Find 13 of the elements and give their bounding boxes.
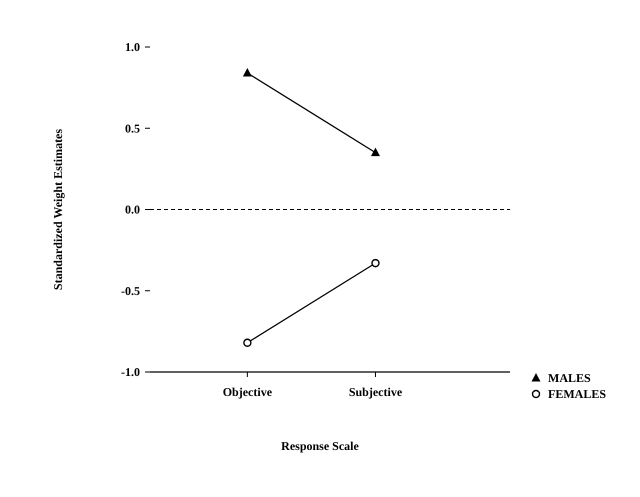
x-tick-label: Subjective <box>348 385 403 399</box>
y-tick-label: -1.0 <box>121 365 140 380</box>
y-tick-label: 0.0 <box>125 202 140 217</box>
point <box>371 258 380 268</box>
legend-label: FEMALES <box>548 387 606 402</box>
y-tick-label: -0.5 <box>121 284 140 298</box>
legend-label: MALES <box>548 371 591 386</box>
x-tick-label: Objective <box>222 385 273 399</box>
y-tick-label: 0.5 <box>125 121 140 136</box>
x-axis-title: Response Scale <box>281 439 360 453</box>
y-tick-label: 1.0 <box>125 40 140 54</box>
y-axis-title: Standardized Weight Estimates <box>51 128 65 290</box>
point <box>243 338 252 347</box>
